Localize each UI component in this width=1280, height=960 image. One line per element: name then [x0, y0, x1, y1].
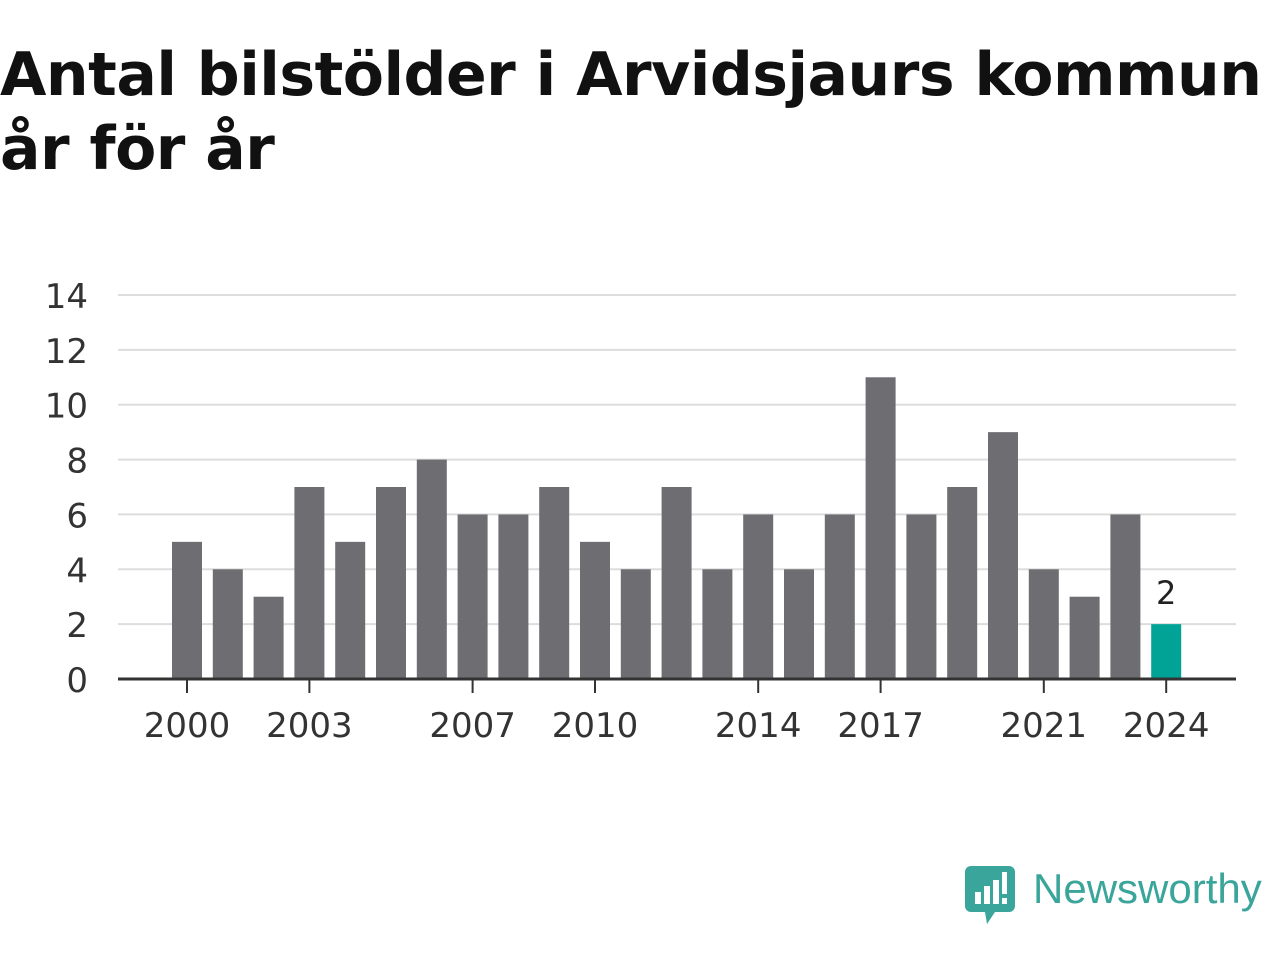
bar	[743, 514, 774, 679]
bar	[253, 596, 284, 679]
bar	[498, 514, 529, 679]
bar	[172, 541, 202, 679]
bar	[661, 487, 692, 679]
bar	[416, 459, 447, 679]
bar	[620, 569, 651, 679]
y-tick-label: 14	[45, 277, 88, 317]
bar	[335, 541, 366, 679]
y-tick-label: 4	[66, 551, 88, 591]
newsworthy-logo: Newsworthy	[965, 866, 1262, 924]
x-tick-label: 2017	[837, 706, 924, 746]
bar	[988, 432, 1018, 679]
bar	[539, 487, 570, 679]
bar	[947, 487, 978, 679]
chart-title-line-2: år för år	[0, 114, 275, 184]
newsworthy-logo-text: Newsworthy	[1033, 865, 1262, 912]
chart-title: Antal bilstölder i Arvidsjaurs kommun år…	[0, 38, 1262, 186]
x-tick-label: 2000	[144, 706, 231, 746]
bar	[1151, 624, 1182, 679]
bar	[824, 514, 855, 679]
x-tick-label: 2003	[266, 706, 353, 746]
bar	[702, 569, 733, 679]
y-tick-label: 2	[66, 606, 88, 646]
data-label: 2	[1156, 574, 1176, 612]
chart-title-line-1: Antal bilstölder i Arvidsjaurs kommun	[0, 40, 1262, 110]
bar	[1028, 569, 1059, 679]
bar	[906, 514, 937, 679]
bar	[457, 514, 488, 679]
bar	[865, 377, 896, 679]
x-tick-label: 2007	[429, 706, 516, 746]
y-tick-label: 12	[45, 332, 88, 372]
bar	[580, 541, 610, 679]
y-tick-label: 8	[66, 442, 88, 482]
y-tick-label: 6	[66, 496, 88, 536]
bar	[1110, 514, 1141, 679]
bar	[784, 569, 814, 679]
y-tick-label: 0	[66, 661, 88, 701]
y-tick-label: 10	[45, 387, 88, 427]
bar	[376, 487, 406, 679]
bar	[212, 569, 243, 679]
x-tick-label: 2014	[715, 706, 802, 746]
bar	[294, 487, 325, 679]
bar	[1069, 596, 1100, 679]
x-tick-label: 2024	[1123, 706, 1210, 746]
newsworthy-logo-icon	[965, 866, 1015, 924]
x-tick-label: 2021	[1001, 706, 1088, 746]
x-tick-label: 2010	[552, 706, 639, 746]
